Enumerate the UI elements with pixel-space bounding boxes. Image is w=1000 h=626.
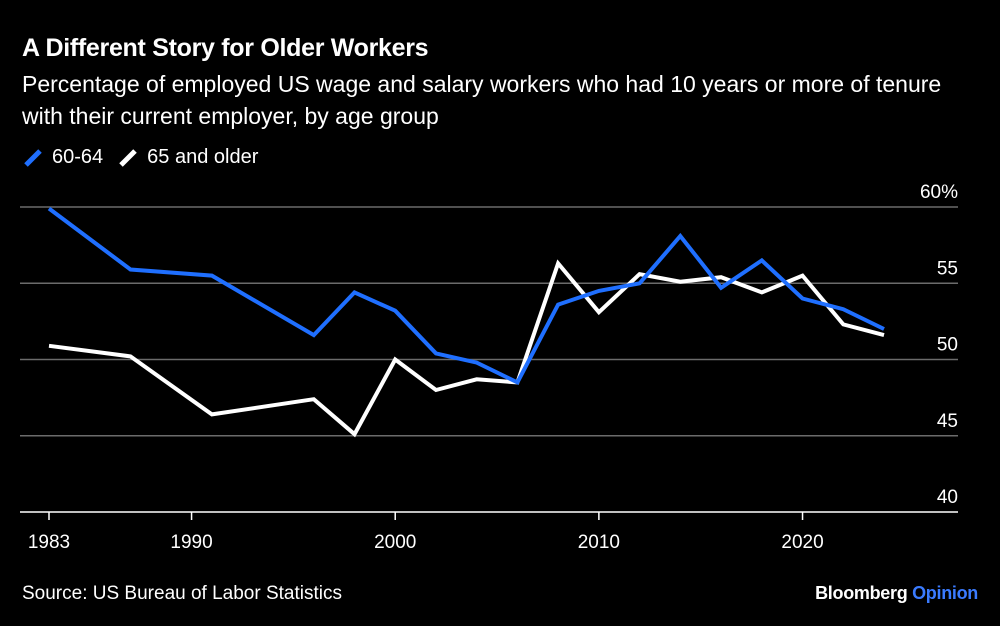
legend: 60-64 65 and older [22, 146, 272, 169]
brand-accent: Opinion [912, 583, 978, 603]
series-line-65-and-older [48, 259, 885, 438]
y-tick-label: 50 [937, 335, 958, 356]
y-tick-label: 60% [920, 182, 958, 203]
x-tick-label: 1983 [28, 532, 70, 553]
legend-item-65-and-older: 65 and older [117, 146, 258, 169]
y-tick-label: 55 [937, 258, 958, 279]
x-tick-label: 2000 [374, 532, 416, 553]
series-line-60-64 [47, 206, 885, 386]
legend-swatch-white-icon [119, 148, 137, 167]
chart-title: A Different Story for Older Workers [22, 34, 429, 62]
gridlines [20, 206, 958, 437]
brand-name: Bloomberg [815, 583, 908, 603]
legend-item-60-64: 60-64 [22, 146, 103, 169]
brand-logo: Bloomberg Opinion [815, 583, 978, 604]
source-note: Source: US Bureau of Labor Statistics [22, 583, 342, 604]
axes: 40 45 50 55 60% 1983 1990 2000 2010 2020 [20, 182, 958, 553]
series [47, 206, 885, 438]
legend-swatch-blue-icon [24, 148, 42, 167]
chart-subtitle: Percentage of employed US wage and salar… [22, 71, 942, 129]
y-tick-label: 40 [937, 487, 958, 508]
legend-label-60-64: 60-64 [52, 146, 104, 168]
x-tick-label: 2010 [578, 532, 620, 553]
x-tick-label: 2020 [781, 532, 823, 553]
x-tick-label: 1990 [170, 532, 212, 553]
y-tick-label: 45 [937, 411, 958, 432]
legend-label-65-and-older: 65 and older [147, 146, 259, 168]
